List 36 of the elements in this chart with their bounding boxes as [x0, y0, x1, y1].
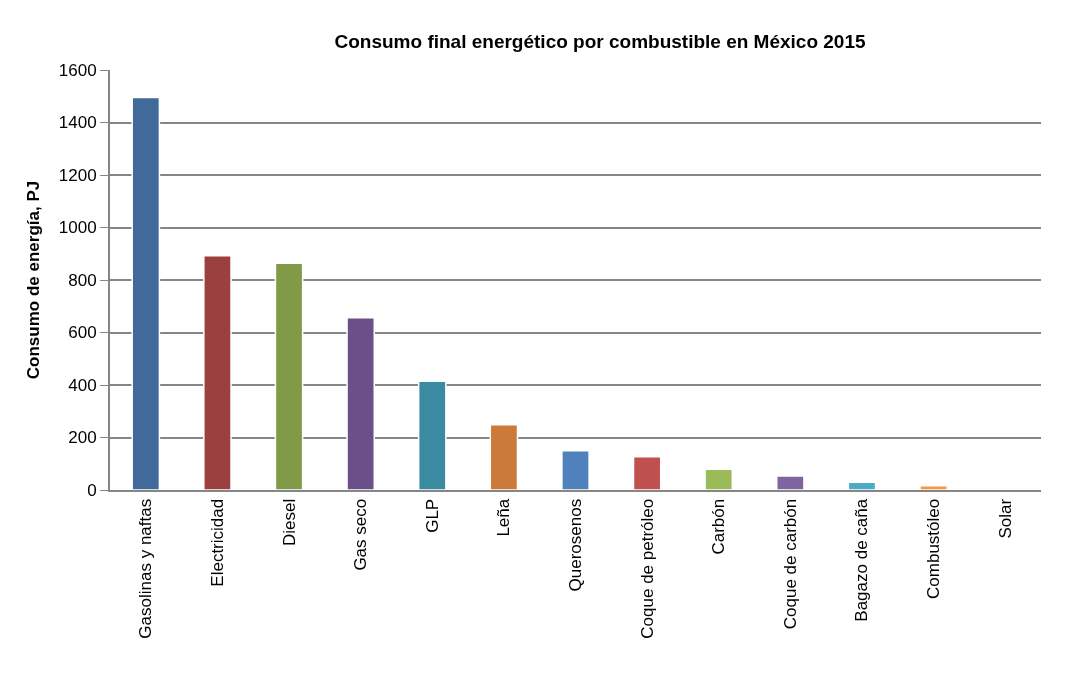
y-tick-label: 800 [68, 270, 97, 290]
bar [561, 449, 590, 490]
y-tick-label: 1600 [58, 60, 97, 80]
x-tick-label: Gas seco [351, 498, 371, 571]
x-tick-label: Bagazo de caña [852, 498, 872, 622]
y-tick-label: 1000 [58, 218, 97, 238]
y-axis-title: Consumo de energía, PJ [23, 180, 43, 380]
bar [704, 468, 734, 490]
x-tick-label: Diesel [279, 498, 299, 547]
x-tick-label: Solar [995, 498, 1015, 539]
y-tick-label: 600 [68, 323, 97, 343]
bar [417, 380, 447, 490]
x-tick-label: Leña [494, 498, 514, 537]
bar [346, 317, 376, 490]
y-tick-label: 1400 [58, 113, 97, 133]
x-tick-label: Coque de petróleo [637, 498, 657, 639]
x-tick-label: Electricidad [207, 498, 227, 587]
x-tick-label: Querosenos [566, 498, 586, 592]
bar [131, 96, 161, 490]
y-tick-label: 1200 [58, 165, 97, 185]
x-tick-label: Coque de carbón [780, 498, 800, 630]
x-tick-label: Gasolinas y naftas [136, 498, 156, 639]
x-tick-label: GLP [422, 498, 442, 533]
bar [847, 481, 877, 490]
y-tick-label: 0 [87, 480, 97, 500]
x-tick-label: Combustóleo [924, 498, 944, 599]
chart-title: Consumo final energético por combustible en México 2015 [334, 31, 867, 53]
bar [632, 455, 662, 490]
bar [203, 255, 232, 490]
bar [775, 475, 805, 490]
y-tick-label: 200 [68, 428, 97, 448]
bar [489, 423, 519, 490]
bar [274, 262, 304, 490]
x-tick-label: Carbón [709, 498, 729, 555]
y-tick-label: 400 [68, 375, 97, 395]
bar [919, 485, 948, 490]
